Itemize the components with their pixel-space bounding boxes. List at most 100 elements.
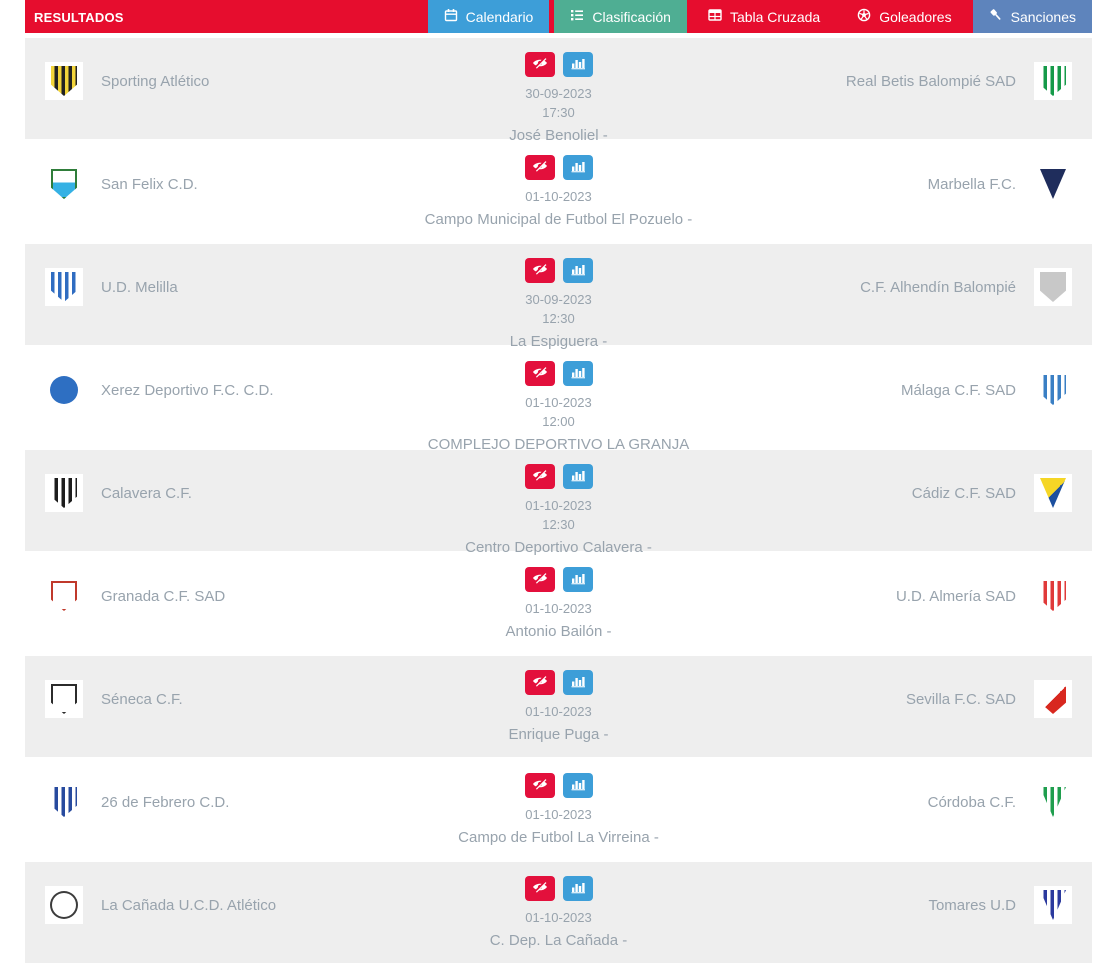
home-team-name[interactable]: Calavera C.F. [101, 484, 192, 502]
home-team-logo [45, 371, 83, 409]
home-team-name[interactable]: Séneca C.F. [101, 690, 183, 708]
tab-calendario[interactable]: Calendario [427, 0, 550, 33]
match-stats-button[interactable] [562, 773, 593, 798]
home-team-logo [45, 577, 83, 615]
match-row-4: Xerez Deportivo F.C. C.D. 01-10-2023 12:… [25, 347, 1092, 453]
tab-goleadores[interactable]: Goleadores [841, 0, 968, 33]
away-team-logo [1034, 268, 1072, 306]
home-team: Calavera C.F. [25, 456, 344, 530]
bar-chart-icon [571, 572, 585, 588]
match-stats-button[interactable] [562, 670, 593, 695]
gavel-icon [989, 8, 1003, 25]
away-team-name[interactable]: Marbella F.C. [927, 175, 1016, 193]
hide-result-button[interactable] [524, 361, 555, 386]
away-team-name[interactable]: Real Betis Balompié SAD [845, 72, 1016, 90]
hide-result-button[interactable] [524, 670, 555, 695]
match-actions [524, 670, 593, 695]
page-title: RESULTADOS [34, 10, 124, 25]
home-team-logo [45, 474, 83, 512]
away-team-logo [1034, 474, 1072, 512]
away-team: Real Betis Balompié SAD [774, 44, 1093, 118]
away-team-logo [1034, 165, 1072, 203]
eye-slash-icon [531, 263, 548, 278]
match-actions [524, 52, 593, 77]
home-team-name[interactable]: La Cañada U.C.D. Atlético [101, 896, 277, 914]
tab-label: Sanciones [1010, 8, 1076, 25]
match-stats-button[interactable] [562, 876, 593, 901]
match-stats-button[interactable] [562, 464, 593, 489]
match-actions [524, 773, 593, 798]
tab-clasificacion[interactable]: Clasificación [554, 0, 687, 33]
away-team-name[interactable]: U.D. Almería SAD [895, 587, 1016, 605]
away-team-name[interactable]: C.F. Alhendín Balompié [860, 278, 1016, 296]
match-venue: José Benoliel - [509, 127, 608, 144]
match-time: 12:30 [542, 517, 575, 532]
match-venue: Campo de Futbol La Virreina - [458, 829, 659, 846]
match-stats-button[interactable] [562, 361, 593, 386]
match-stats-button[interactable] [562, 567, 593, 592]
away-team: Córdoba C.F. [774, 765, 1093, 839]
home-team: La Cañada U.C.D. Atlético [25, 868, 344, 942]
hide-result-button[interactable] [524, 258, 555, 283]
tab-sanciones[interactable]: Sanciones [972, 0, 1092, 33]
bar-chart-icon [571, 881, 585, 897]
home-team-name[interactable]: U.D. Melilla [101, 278, 178, 296]
match-row-6: Granada C.F. SAD 01-10-2023 Antonio Bail… [25, 553, 1092, 656]
match-actions [524, 876, 593, 901]
match-stats-button[interactable] [562, 52, 593, 77]
tab-label: Tabla Cruzada [729, 8, 821, 25]
match-row-9: La Cañada U.C.D. Atlético 01-10-2023 C. … [25, 862, 1092, 965]
match-time: 17:30 [542, 105, 575, 120]
match-date: 01-10-2023 [525, 807, 592, 822]
table-icon [708, 8, 722, 25]
home-team-name[interactable]: San Felix C.D. [101, 175, 198, 193]
eye-slash-icon [531, 159, 548, 175]
home-team-logo [45, 165, 83, 203]
away-team-name[interactable]: Córdoba C.F. [927, 793, 1016, 811]
home-team-name[interactable]: Xerez Deportivo F.C. C.D. [101, 381, 274, 399]
match-date: 01-10-2023 [525, 910, 592, 925]
hide-result-button[interactable] [524, 567, 555, 592]
match-venue: Enrique Puga - [508, 726, 609, 743]
tab-label: Goleadores [879, 8, 952, 25]
match-date: 01-10-2023 [525, 395, 592, 410]
away-team-name[interactable]: Málaga C.F. SAD [900, 381, 1016, 399]
match-center: 01-10-2023 12:30 Centro Deportivo Calave… [344, 450, 774, 558]
home-team: San Felix C.D. [25, 147, 344, 221]
hide-result-button[interactable] [524, 464, 555, 489]
match-actions [524, 258, 593, 283]
home-team-name[interactable]: 26 de Febrero C.D. [101, 793, 230, 811]
match-time: 12:00 [542, 414, 575, 429]
ordered-list-icon [570, 8, 585, 25]
away-team: Tomares U.D [774, 868, 1093, 942]
match-date: 01-10-2023 [525, 189, 592, 204]
away-team: Cádiz C.F. SAD [774, 456, 1093, 530]
away-team-logo [1034, 371, 1072, 409]
away-team-name[interactable]: Tomares U.D [928, 896, 1016, 914]
home-team-logo [45, 268, 83, 306]
match-stats-button[interactable] [562, 155, 593, 180]
hide-result-button[interactable] [524, 52, 555, 77]
hide-result-button[interactable] [524, 773, 555, 798]
match-actions [524, 155, 593, 180]
hide-result-button[interactable] [524, 876, 555, 901]
home-team-name[interactable]: Granada C.F. SAD [101, 587, 226, 605]
match-row-8: 26 de Febrero C.D. 01-10-2023 Campo de F… [25, 759, 1092, 862]
match-stats-button[interactable] [562, 258, 593, 283]
results-header: RESULTADOS Calendario Clasificación Tabl… [25, 0, 1092, 33]
match-center: 01-10-2023 C. Dep. La Cañada - [344, 862, 774, 963]
home-team-logo [45, 886, 83, 924]
match-date: 01-10-2023 [525, 601, 592, 616]
tab-tabla-cruzada[interactable]: Tabla Cruzada [691, 0, 837, 33]
match-list: Sporting Atlético 30-09-2023 17:30 José … [25, 38, 1092, 965]
match-center: 01-10-2023 Campo Municipal de Futbol El … [344, 141, 774, 242]
away-team-name[interactable]: Sevilla F.C. SAD [905, 690, 1016, 708]
eye-slash-icon [531, 572, 548, 587]
match-date: 30-09-2023 [525, 86, 592, 101]
soccer-ball-icon [857, 8, 871, 25]
away-team-name[interactable]: Cádiz C.F. SAD [911, 484, 1016, 502]
home-team-name[interactable]: Sporting Atlético [101, 72, 210, 90]
hide-result-button[interactable] [524, 155, 555, 180]
tab-label: Calendario [465, 8, 534, 25]
match-time: 12:30 [542, 311, 575, 326]
